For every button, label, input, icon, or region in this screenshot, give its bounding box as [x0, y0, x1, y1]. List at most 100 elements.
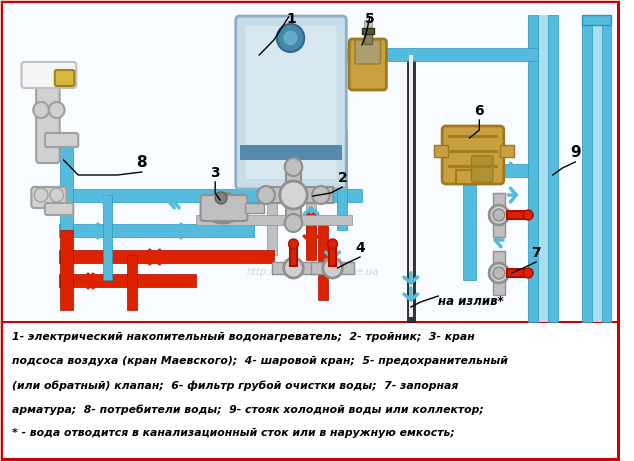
FancyBboxPatch shape	[245, 26, 337, 179]
Bar	[538, 15, 548, 322]
FancyBboxPatch shape	[31, 187, 67, 208]
FancyBboxPatch shape	[472, 156, 493, 182]
Bar	[59, 189, 362, 201]
Bar	[240, 145, 342, 160]
Bar	[60, 230, 73, 310]
Bar	[103, 195, 112, 280]
Bar	[456, 170, 490, 184]
Bar	[450, 164, 528, 177]
FancyBboxPatch shape	[442, 126, 504, 184]
Bar	[364, 20, 372, 42]
Bar	[493, 251, 505, 265]
Bar	[463, 170, 476, 280]
Bar	[362, 28, 373, 34]
FancyBboxPatch shape	[349, 39, 386, 90]
Text: арматура;  8- потребители воды;  9- стояк холодной воды или коллектор;: арматура; 8- потребители воды; 9- стояк …	[12, 404, 484, 414]
Circle shape	[323, 258, 342, 278]
Bar	[434, 145, 448, 157]
FancyBboxPatch shape	[355, 40, 380, 64]
Bar	[272, 262, 286, 274]
Text: * - вода отводится в канализационный сток или в наружную емкость;: * - вода отводится в канализационный сто…	[12, 428, 455, 438]
Circle shape	[283, 258, 303, 278]
Bar	[448, 150, 498, 153]
Ellipse shape	[204, 193, 243, 223]
Circle shape	[277, 24, 304, 52]
Circle shape	[283, 30, 299, 46]
Bar	[306, 210, 316, 260]
FancyBboxPatch shape	[2, 2, 618, 459]
Bar	[364, 32, 372, 44]
Circle shape	[493, 209, 505, 221]
Bar	[328, 244, 337, 266]
Text: http://santehnika-online.ua: http://santehnika-online.ua	[247, 267, 379, 277]
Bar	[59, 224, 254, 236]
Circle shape	[285, 214, 302, 232]
Bar	[493, 193, 505, 207]
FancyBboxPatch shape	[45, 203, 74, 215]
Circle shape	[493, 267, 505, 279]
Bar	[301, 262, 315, 274]
Bar	[548, 15, 557, 322]
Circle shape	[50, 188, 63, 202]
Circle shape	[489, 263, 508, 283]
Bar	[507, 211, 528, 219]
Bar	[59, 249, 274, 262]
Bar	[60, 140, 73, 230]
Bar	[245, 203, 264, 213]
Bar	[306, 185, 316, 255]
Bar	[311, 262, 325, 274]
Text: на излив*: на излив*	[438, 295, 504, 308]
Bar	[3, 3, 618, 321]
Circle shape	[34, 188, 48, 202]
Text: 7: 7	[531, 246, 541, 260]
Bar	[127, 255, 137, 310]
FancyBboxPatch shape	[45, 133, 78, 147]
Bar	[333, 48, 538, 61]
Circle shape	[280, 181, 307, 209]
Bar	[340, 262, 354, 274]
Bar	[528, 15, 538, 322]
FancyBboxPatch shape	[200, 195, 247, 221]
Bar	[409, 55, 413, 317]
Circle shape	[49, 102, 65, 118]
Bar	[602, 15, 611, 322]
Circle shape	[523, 210, 533, 220]
Text: 1- электрический накопительный водонагреватель;  2- тройник;  3- кран: 1- электрический накопительный водонагре…	[12, 332, 474, 342]
FancyBboxPatch shape	[236, 16, 346, 189]
Circle shape	[33, 102, 49, 118]
Bar	[448, 135, 498, 138]
Bar	[582, 15, 611, 25]
Text: 4: 4	[355, 241, 365, 255]
Bar	[264, 191, 323, 199]
Bar	[264, 187, 333, 203]
Bar	[318, 220, 328, 300]
Text: 8: 8	[136, 155, 147, 170]
FancyBboxPatch shape	[36, 77, 60, 163]
Circle shape	[285, 158, 302, 176]
Bar	[337, 130, 347, 230]
Text: 5: 5	[365, 12, 375, 26]
Text: подсоса воздуха (кран Маевского);  4- шаровой кран;  5- предохранительный: подсоса воздуха (кран Маевского); 4- шар…	[12, 356, 508, 366]
Bar	[448, 165, 498, 168]
Text: 2: 2	[337, 171, 347, 185]
Circle shape	[257, 186, 275, 204]
FancyBboxPatch shape	[55, 70, 74, 86]
FancyBboxPatch shape	[22, 62, 76, 88]
Bar	[267, 185, 277, 255]
Bar	[582, 15, 592, 322]
Bar	[493, 281, 505, 295]
Text: (или обратный) клапан;  6- фильтр грубой очистки воды;  7- запорная: (или обратный) клапан; 6- фильтр грубой …	[12, 380, 458, 390]
FancyBboxPatch shape	[2, 322, 618, 459]
Circle shape	[489, 205, 508, 225]
Circle shape	[312, 186, 330, 204]
Bar	[500, 145, 514, 157]
Bar	[507, 269, 528, 277]
Text: 1: 1	[287, 12, 296, 26]
Bar	[493, 223, 505, 237]
Circle shape	[523, 268, 533, 278]
Bar	[59, 273, 196, 286]
Text: 3: 3	[210, 166, 220, 180]
Circle shape	[215, 192, 227, 204]
Bar	[196, 215, 352, 225]
Bar	[592, 15, 602, 322]
